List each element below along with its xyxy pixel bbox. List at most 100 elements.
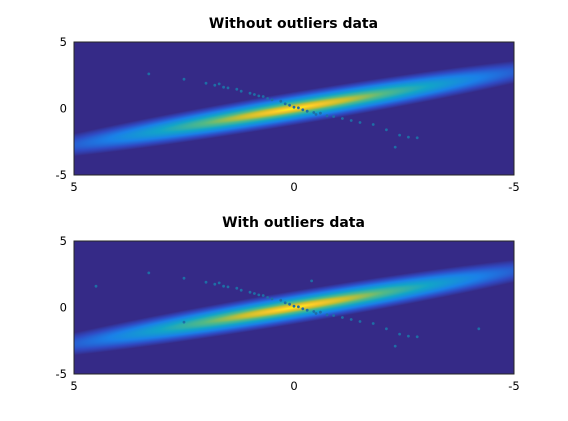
y-tick-label: 0	[60, 301, 67, 315]
data-point	[257, 293, 261, 297]
data-point	[371, 322, 375, 325]
data-point	[270, 98, 274, 102]
data-point	[358, 320, 362, 323]
data-point	[182, 320, 186, 324]
data-point	[314, 113, 318, 116]
data-point	[283, 301, 287, 305]
data-point	[213, 83, 217, 87]
data-point	[297, 305, 300, 309]
x-tick-label: 0	[290, 180, 297, 194]
plot-area	[74, 42, 514, 175]
x-tick-label: 0	[290, 379, 297, 393]
subplot-without-outliers: Without outliers data	[56, 16, 520, 194]
chart-title: With outliers data	[222, 215, 365, 231]
axes-box	[73, 240, 515, 375]
y-axis: 5 0 -5	[56, 35, 67, 182]
data-point	[393, 344, 397, 348]
data-point	[217, 82, 221, 86]
data-point	[147, 271, 151, 275]
data-point	[305, 308, 309, 312]
data-point	[239, 89, 243, 93]
data-point	[407, 135, 410, 139]
data-point	[415, 335, 419, 339]
data-point	[393, 145, 397, 149]
data-point	[288, 103, 291, 107]
data-point	[297, 106, 300, 110]
data-point	[239, 288, 243, 292]
data-point	[226, 285, 230, 289]
data-points	[147, 72, 419, 149]
x-tick-label: -5	[508, 180, 519, 194]
y-tick-label: 0	[60, 102, 67, 116]
data-point	[235, 286, 239, 290]
subplot-with-outliers: With outliers data	[56, 215, 520, 393]
data-point	[222, 284, 226, 288]
data-point	[266, 97, 269, 100]
data-point	[217, 281, 221, 285]
data-point	[94, 284, 98, 288]
data-point	[279, 298, 283, 302]
data-point	[358, 121, 362, 124]
x-tick-label: 5	[70, 379, 77, 393]
x-axis: 5 0 -5	[70, 180, 519, 194]
data-point	[253, 93, 256, 96]
data-point	[182, 77, 186, 81]
x-tick-label: -5	[508, 379, 519, 393]
y-tick-label: -5	[56, 168, 67, 182]
data-point	[398, 332, 401, 336]
data-point	[341, 117, 344, 120]
data-point	[385, 327, 388, 331]
y-tick-label: 5	[60, 35, 67, 49]
data-point	[248, 91, 252, 95]
data-point	[349, 119, 353, 122]
data-point	[349, 318, 353, 321]
data-point	[332, 314, 335, 317]
axes-box	[73, 41, 515, 176]
y-tick-label: 5	[60, 234, 67, 248]
x-axis: 5 0 -5	[70, 379, 519, 393]
data-point	[319, 310, 322, 314]
data-point	[398, 133, 401, 137]
data-point	[407, 334, 410, 338]
data-point	[257, 94, 261, 98]
data-point	[283, 102, 287, 106]
data-point	[301, 108, 305, 112]
x-tick-label: 5	[70, 180, 77, 194]
data-point	[314, 312, 318, 315]
data-point	[266, 296, 269, 299]
data-point	[253, 292, 256, 295]
data-point	[270, 297, 274, 301]
chart-title: Without outliers data	[209, 16, 378, 32]
data-point	[292, 105, 296, 109]
data-point	[371, 123, 375, 126]
data-point	[312, 111, 316, 114]
data-point	[182, 276, 186, 280]
data-point	[226, 86, 230, 90]
data-point	[248, 290, 252, 294]
y-tick-label: -5	[56, 367, 67, 381]
data-point	[261, 95, 265, 98]
data-point	[332, 115, 335, 118]
data-point	[341, 316, 344, 319]
data-point	[325, 313, 329, 317]
data-point	[385, 128, 388, 132]
plot-area	[74, 241, 514, 374]
data-point	[312, 310, 316, 313]
data-point	[319, 111, 322, 115]
data-point	[305, 109, 309, 113]
data-point	[292, 304, 296, 308]
data-point	[222, 85, 226, 89]
data-point	[279, 99, 283, 103]
data-point	[235, 87, 239, 91]
data-point	[204, 81, 208, 85]
data-point	[477, 327, 481, 331]
data-point	[261, 294, 265, 297]
data-point	[301, 307, 305, 311]
data-point	[415, 136, 419, 140]
data-point	[310, 279, 313, 283]
y-axis: 5 0 -5	[56, 234, 67, 381]
data-points	[94, 271, 481, 348]
data-point	[147, 72, 151, 76]
data-point	[213, 282, 217, 286]
